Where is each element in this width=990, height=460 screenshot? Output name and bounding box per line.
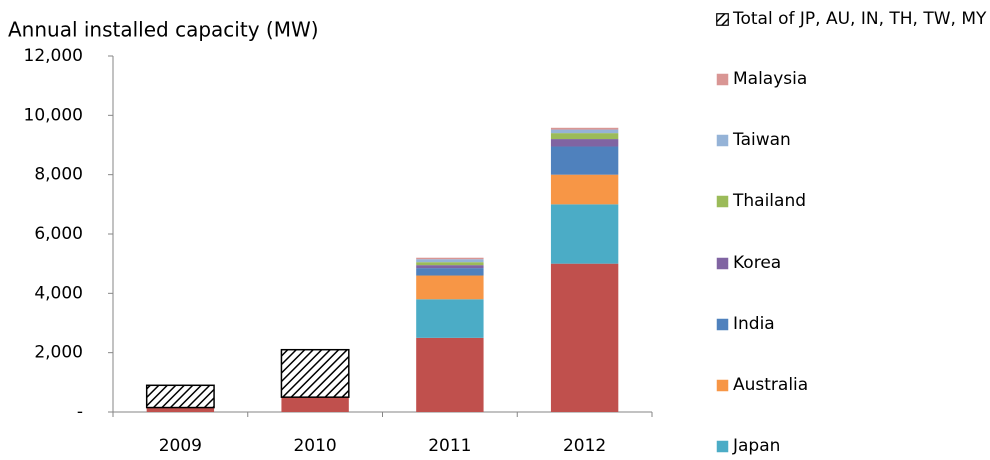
y-tick-label: - (77, 402, 83, 422)
bar (550, 133, 619, 140)
hatched-bar (145, 384, 215, 409)
bar (416, 268, 484, 276)
legend-item: Malaysia (716, 68, 988, 90)
legend-swatch (716, 440, 729, 453)
bar (416, 257, 484, 260)
legend-swatch (716, 196, 729, 208)
legend-label: Korea (733, 252, 782, 273)
legend-label: Total of JP, AU, IN, TH, TW, MY (733, 9, 987, 29)
bar (550, 174, 619, 205)
legend-swatch-fill (716, 134, 729, 147)
bar (416, 265, 484, 269)
legend-swatch (716, 318, 729, 331)
legend-swatch (716, 134, 729, 147)
bar (550, 127, 619, 130)
legend-swatch (716, 13, 729, 26)
legend-item: Taiwan (716, 129, 988, 151)
x-tick-label: 2012 (563, 436, 606, 456)
legend-swatch-fill (716, 440, 729, 453)
legend-label: Australia (733, 375, 809, 395)
legend-swatch-fill (716, 196, 729, 208)
legend-swatch (716, 73, 729, 86)
bar (416, 259, 484, 263)
y-tick-label: 8,000 (34, 165, 83, 185)
legend-item: Japan (716, 435, 988, 457)
legend-swatch (716, 257, 729, 269)
y-tick-label: 10,000 (24, 105, 83, 125)
legend-label: Malaysia (733, 69, 808, 89)
legend-label: Japan (733, 436, 781, 457)
x-tick-label: 2009 (159, 436, 202, 456)
y-tick-label: 12,000 (24, 46, 83, 66)
y-tick-label: 2,000 (34, 343, 83, 363)
hatched-bar (280, 348, 350, 398)
legend-swatch (716, 379, 729, 392)
legend-swatch-fill (716, 379, 729, 392)
legend-item: Australia (716, 374, 988, 396)
bar (550, 204, 619, 264)
chart: Annual installed capacity (MW) - 2,000 4,0… (8, 18, 653, 456)
bar (550, 139, 619, 147)
legend-label: Taiwan (733, 130, 791, 151)
legend-swatch-fill (716, 73, 729, 86)
bar (550, 146, 619, 175)
legend-item: Korea (716, 252, 988, 274)
bar (146, 407, 215, 412)
legend-item: India (716, 313, 988, 335)
legend-item: Thailand (716, 190, 988, 212)
bar (416, 262, 484, 266)
x-tick-label: 2011 (428, 436, 471, 456)
y-tick-label: 6,000 (34, 224, 83, 244)
legend-item: Total of JP, AU, IN, TH, TW, MY (716, 8, 988, 30)
legend-swatch-fill (716, 257, 729, 269)
y-tick-label: 4,000 (34, 283, 83, 303)
bar (550, 129, 619, 134)
bar (416, 337, 484, 412)
x-tick-label: 2010 (293, 436, 336, 456)
legend-label: India (733, 313, 775, 334)
bar (416, 299, 484, 338)
bar (550, 263, 619, 412)
bar (416, 275, 484, 300)
legend-swatch-fill (716, 13, 729, 26)
bar (281, 397, 349, 412)
legend-label: Thailand (733, 191, 807, 212)
legend-swatch-fill (716, 318, 729, 331)
chart-title: Annual installed capacity (MW) (8, 18, 319, 42)
